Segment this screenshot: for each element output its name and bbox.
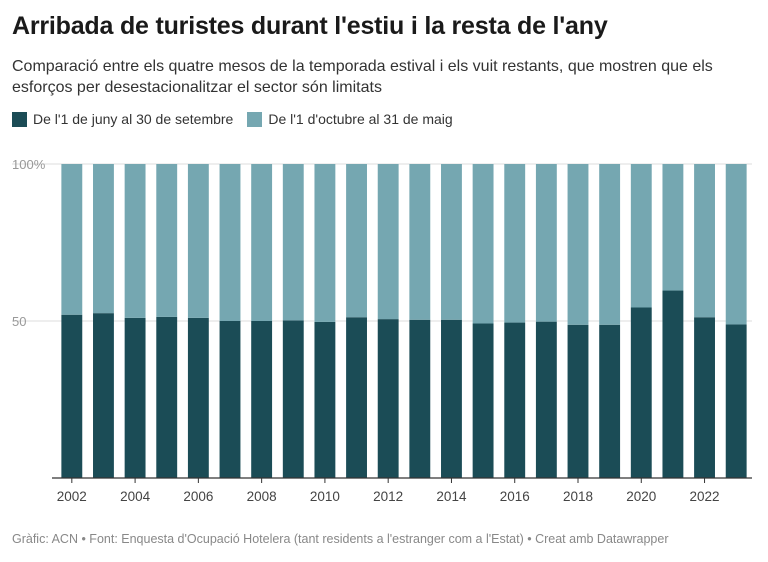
bar-rest-2007 [219,164,241,321]
chart-footer: Gràfic: ACN • Font: Enquesta d'Ocupació … [12,532,669,546]
x-tick-label-2016: 2016 [500,489,530,504]
bar-rest-2011 [346,164,367,318]
bar-rest-2018 [567,164,589,325]
bar-summer-2019 [599,324,621,478]
bar-summer-2008 [251,321,273,478]
bar-summer-2021 [662,290,684,478]
bar-rest-2016 [504,164,526,323]
bar-rest-2019 [599,164,621,325]
chart-subtitle: Comparació entre els quatre mesos de la … [12,58,713,96]
bar-summer-2022 [694,317,715,478]
bar-rest-2017 [535,164,557,322]
bar-rest-2003 [93,164,114,314]
bar-rest-2010 [314,164,336,322]
bar-rest-2012 [377,164,399,320]
bar-summer-2011 [346,317,367,478]
x-tick-label-2018: 2018 [563,489,593,504]
bar-rest-2014 [441,164,462,320]
x-tick-label-2004: 2004 [120,489,151,504]
bar-summer-2002 [61,314,83,478]
legend-label-rest: De l'1 d'octubre al 31 de maig [268,111,453,127]
bar-summer-2017 [535,321,557,478]
x-tick-label-2022: 2022 [690,489,720,504]
bar-summer-2003 [93,313,114,478]
bar-summer-2004 [124,317,146,478]
bar-summer-2007 [219,321,241,478]
bar-rest-2004 [124,164,146,318]
bar-summer-2018 [567,324,589,478]
bar-summer-2009 [282,320,304,478]
bar-rest-2009 [282,164,304,321]
bar-rest-2005 [156,164,178,317]
legend-item-rest: De l'1 d'octubre al 31 de maig [247,111,453,127]
stacked-bar-chart: 100% 50 2002 2004 2006 2008 2010 2012 2014 2016 20… [12,157,752,504]
x-tick-label-2006: 2006 [183,489,213,504]
x-tick-label-2002: 2002 [57,489,87,504]
x-tick-label-2012: 2012 [373,489,403,504]
x-tick-label-2008: 2008 [247,489,277,504]
bar-summer-2005 [156,316,178,478]
legend-label-summer: De l'1 de juny al 30 de setembre [33,111,234,127]
chart-title: Arribada de turistes durant l'estiu i la… [12,12,608,40]
bar-summer-2012 [377,319,399,478]
bar-rest-2002 [61,164,83,315]
bar-summer-2006 [187,317,209,478]
bar-rest-2015 [472,164,494,324]
y-tick-label-50: 50 [12,314,26,329]
bar-rest-2021 [662,164,684,291]
bar-rest-2008 [251,164,273,321]
bar-summer-2010 [314,321,336,478]
bar-summer-2013 [409,319,431,478]
legend-swatch-rest [247,111,263,127]
x-tick-label-2010: 2010 [310,489,340,504]
x-tick-label-2014: 2014 [436,489,467,504]
bar-rest-2023 [725,164,747,325]
y-tick-label-100: 100% [12,157,46,172]
legend-swatch-summer [12,111,27,127]
bar-rest-2013 [409,164,431,320]
legend: De l'1 de juny al 30 de setembre De l'1 … [12,111,467,127]
bar-summer-2023 [725,324,747,478]
x-tick-label-2020: 2020 [626,489,656,504]
bar-rest-2020 [630,164,652,308]
bar-rest-2006 [187,164,209,318]
bar-summer-2014 [441,319,462,478]
bar-rest-2022 [694,164,715,318]
bar-summer-2020 [630,307,652,478]
legend-item-summer: De l'1 de juny al 30 de setembre [12,111,233,127]
bar-summer-2016 [504,322,526,478]
bar-summer-2015 [472,323,494,478]
